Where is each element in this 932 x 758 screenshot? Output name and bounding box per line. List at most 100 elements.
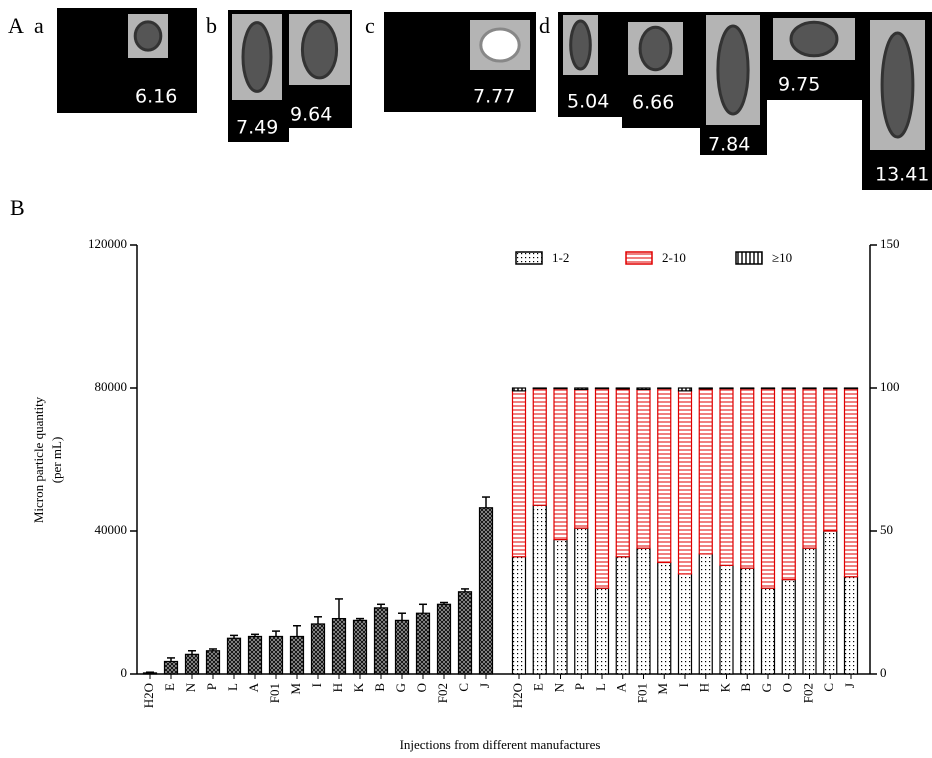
particle-size: 7.49 xyxy=(236,117,278,139)
bar xyxy=(396,620,409,674)
x-tick-label: O xyxy=(414,683,429,692)
bar xyxy=(438,604,451,674)
stacked-bar-segment xyxy=(637,548,650,674)
stacked-bar-segment xyxy=(637,388,650,389)
x-tick-label: H2O xyxy=(141,683,156,708)
stacked-bar-segment xyxy=(762,388,775,389)
particle xyxy=(718,26,748,114)
stacked-bar-segment xyxy=(720,389,733,566)
stacked-bar-segment xyxy=(554,388,567,389)
y2-tick-label: 50 xyxy=(880,522,893,537)
stacked-bar-segment xyxy=(513,391,526,557)
stacked-bar-segment xyxy=(616,389,629,557)
legend-swatch xyxy=(736,252,762,264)
x-tick-label: B xyxy=(738,683,753,692)
panel-label: B xyxy=(10,195,25,220)
particle xyxy=(640,27,671,69)
stacked-bar-segment xyxy=(575,528,588,674)
stacked-bar-segment xyxy=(782,389,795,580)
legend-label: ≥10 xyxy=(772,250,792,265)
x-tick-label: J xyxy=(842,683,857,688)
x-tick-label: I xyxy=(676,683,691,687)
bar xyxy=(207,651,220,674)
x-tick-label: E xyxy=(162,683,177,691)
y-tick-label: 0 xyxy=(121,665,128,680)
x-axis-label: Injections from different manufactures xyxy=(400,737,601,752)
legend-label: 1-2 xyxy=(552,250,569,265)
bar xyxy=(144,673,157,674)
particle-size: 7.84 xyxy=(708,134,750,156)
x-tick-label: H xyxy=(330,683,345,692)
bar xyxy=(354,620,367,674)
x-tick-label: O xyxy=(780,683,795,692)
stacked-bar-segment xyxy=(845,388,858,389)
x-tick-label: P xyxy=(204,683,219,690)
stacked-bar-segment xyxy=(845,577,858,674)
x-tick-label: B xyxy=(372,683,387,692)
y-tick-label: 80000 xyxy=(95,379,128,394)
panel-sublabel: d xyxy=(539,13,550,38)
x-tick-label: F01 xyxy=(267,683,282,703)
x-tick-label: M xyxy=(288,683,303,695)
bar xyxy=(228,638,241,674)
x-tick-label: F02 xyxy=(435,683,450,703)
stacked-bar-segment xyxy=(762,588,775,674)
particle xyxy=(481,29,519,61)
stacked-bar-segment xyxy=(699,388,712,389)
stacked-bar-segment xyxy=(720,388,733,389)
x-tick-label: F02 xyxy=(800,683,815,703)
stacked-bar-segment xyxy=(533,505,546,674)
y2-tick-label: 150 xyxy=(880,236,900,251)
x-tick-label: E xyxy=(531,683,546,691)
particle xyxy=(571,21,591,69)
panel-sublabel: a xyxy=(34,13,44,38)
y2-tick-label: 100 xyxy=(880,379,900,394)
particle-size: 7.77 xyxy=(473,86,515,108)
x-tick-label: P xyxy=(572,683,587,690)
x-tick-label: K xyxy=(717,682,732,692)
stacked-bar-segment xyxy=(803,388,816,389)
stacked-bar-segment xyxy=(741,388,754,389)
stacked-bar-segment xyxy=(533,389,546,506)
figure: A B Micron particle quantity (per mL) In… xyxy=(0,0,932,758)
particle xyxy=(882,33,913,137)
legend-label: 2-10 xyxy=(662,250,686,265)
stacked-bar-segment xyxy=(720,565,733,674)
bar xyxy=(249,636,262,674)
particle-size: 9.75 xyxy=(778,74,820,96)
stacked-bar-segment xyxy=(679,388,692,391)
bar xyxy=(270,636,283,674)
panel-sublabel: c xyxy=(365,13,375,38)
particle-size: 9.64 xyxy=(290,104,332,126)
bar xyxy=(480,508,493,674)
stacked-bar-segment xyxy=(741,568,754,674)
stacked-bar-segment xyxy=(658,388,671,389)
y2-tick-label: 0 xyxy=(880,665,887,680)
x-tick-label: N xyxy=(551,682,566,692)
stacked-bar-segment xyxy=(824,388,837,389)
bar xyxy=(333,619,346,674)
stacked-bar-segment xyxy=(658,562,671,674)
x-tick-label: A xyxy=(246,682,261,692)
x-tick-label: G xyxy=(393,683,408,692)
particle-size: 13.41 xyxy=(875,164,929,186)
stacked-bar-segment xyxy=(679,574,692,674)
stacked-bar-segment xyxy=(699,389,712,554)
bar xyxy=(165,661,178,674)
x-tick-label: L xyxy=(225,683,240,691)
stacked-bar-segment xyxy=(575,389,588,528)
particle-size: 5.04 xyxy=(567,91,609,113)
x-tick-label: C xyxy=(821,683,836,692)
x-tick-label: K xyxy=(351,682,366,692)
bar xyxy=(312,624,325,674)
stacked-bar-segment xyxy=(658,389,671,563)
particle xyxy=(302,21,336,78)
x-tick-label: H2O xyxy=(510,683,525,708)
stacked-bar-segment xyxy=(803,548,816,674)
stacked-bar-segment xyxy=(782,388,795,389)
y-axis-label: Micron particle quantity xyxy=(31,396,46,523)
stacked-bar-segment xyxy=(762,389,775,589)
stacked-bar-segment xyxy=(554,540,567,674)
stacked-bar-segment xyxy=(824,531,837,674)
legend-swatch xyxy=(626,252,652,264)
